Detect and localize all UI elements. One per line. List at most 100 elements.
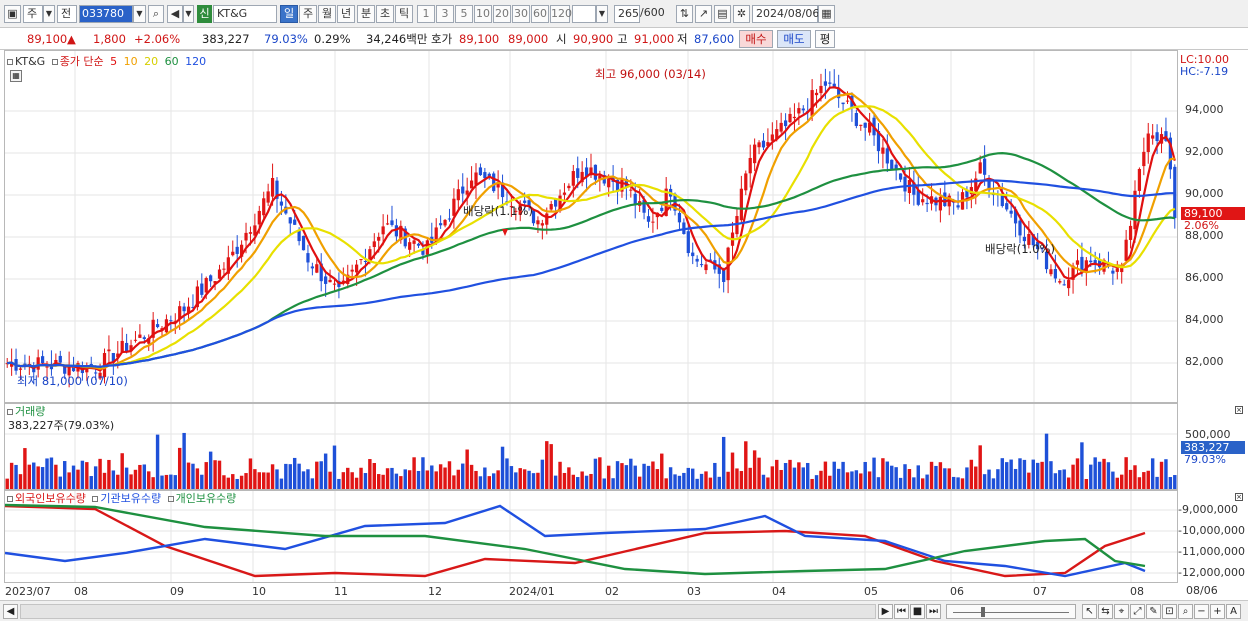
code-dropdown-icon[interactable]: ▼ <box>133 5 146 23</box>
interval-dropdown-icon[interactable]: ▼ <box>596 5 608 23</box>
stock-name: KT&G <box>217 7 248 20</box>
period-year[interactable]: 년 <box>337 5 355 23</box>
prev-button[interactable]: 전 <box>57 5 77 23</box>
scroll-right-icon[interactable]: ▶ <box>878 604 893 619</box>
stock-name-field[interactable]: KT&G <box>213 5 277 23</box>
grid-icon[interactable]: ▦ <box>10 70 22 82</box>
period-month[interactable]: 월 <box>318 5 336 23</box>
eval-button[interactable]: 평 <box>815 30 835 48</box>
price-panel[interactable]: KT&G 종가 단순 5 10 20 60 120 ▦ 최고 96,000 (0… <box>4 50 1178 403</box>
first-page-icon[interactable]: ⏮ <box>894 604 909 619</box>
volume-bar <box>974 466 978 489</box>
date-input[interactable]: 2024/08/06 <box>752 5 819 23</box>
price-y-axis[interactable]: LC:10.00 HC:-7.19 94,000 92,000 90,000 8… <box>1178 50 1248 403</box>
tool-icon[interactable]: ↖ <box>1082 604 1097 619</box>
speaker-dropdown-icon[interactable]: ▼ <box>183 5 194 23</box>
zoom-out-icon[interactable]: ⌕ <box>1178 604 1193 619</box>
period-tick[interactable]: 틱 <box>395 5 413 23</box>
gear-icon[interactable]: ✲ <box>733 5 750 23</box>
volume-bar <box>872 457 876 489</box>
zoom-slider-thumb[interactable] <box>981 607 985 617</box>
candle-body <box>894 164 898 170</box>
volume-bar <box>204 462 208 489</box>
candle-body <box>133 339 138 341</box>
tool-icon[interactable]: ⊡ <box>1162 604 1177 619</box>
volume-panel[interactable]: 거래량 383,227주(79.03%) <box>4 403 1178 490</box>
candle-body <box>213 281 217 284</box>
moving-average-line <box>7 105 1176 369</box>
candle-body <box>757 142 761 148</box>
volume-bar <box>18 474 23 489</box>
zoom-plus-icon[interactable]: + <box>1210 604 1225 619</box>
close-pane-icon[interactable]: × <box>1235 493 1243 501</box>
legend-ma-10: 10 <box>123 55 138 68</box>
scroll-track[interactable] <box>20 604 876 619</box>
save-icon[interactable]: ▤ <box>714 5 731 23</box>
candle-body <box>328 279 332 283</box>
buy-button[interactable]: 매수 <box>739 30 773 48</box>
sell-button[interactable]: 매도 <box>777 30 811 48</box>
volume-bar <box>1044 433 1049 489</box>
period-day[interactable]: 일 <box>280 5 298 23</box>
type-select[interactable]: 주 <box>23 5 43 23</box>
candle-body <box>262 198 266 216</box>
period-week[interactable]: 주 <box>299 5 317 23</box>
ask-price-1: 89,100 <box>459 32 500 46</box>
candle-body <box>1018 220 1022 236</box>
search-icon[interactable]: ⌕ <box>148 5 164 23</box>
candle-body <box>881 147 885 154</box>
candle-body <box>545 213 549 225</box>
window-icon[interactable]: ▣ <box>4 5 21 23</box>
interval-3[interactable]: 3 <box>436 5 454 23</box>
holdings-panel[interactable]: 외국인보유수량 기관보유수량 개인보유수량 <box>4 490 1178 583</box>
close-pane-icon[interactable]: × <box>1235 406 1243 414</box>
interval-30[interactable]: 30 <box>512 5 530 23</box>
volume-y-axis[interactable]: × 500,000 383,227 79.03% <box>1178 403 1248 490</box>
calendar-icon[interactable]: ▦ <box>818 5 835 23</box>
dividend-marker-icon <box>502 229 508 236</box>
zoom-minus-icon[interactable]: − <box>1194 604 1209 619</box>
font-size-icon[interactable]: A <box>1226 604 1241 619</box>
tool-icon[interactable]: ⌖ <box>1114 604 1129 619</box>
stock-code-input[interactable]: 033780 <box>79 5 133 23</box>
interval-120[interactable]: 120 <box>550 5 572 23</box>
scroll-left-icon[interactable]: ◀ <box>3 604 18 619</box>
interval-10[interactable]: 10 <box>474 5 492 23</box>
speaker-icon[interactable]: ◀ <box>167 5 183 23</box>
period-minute[interactable]: 분 <box>357 5 375 23</box>
compare-icon[interactable]: ⇅ <box>676 5 693 23</box>
interval-custom-input[interactable] <box>572 5 596 23</box>
tool-icon[interactable]: ✎ <box>1146 604 1161 619</box>
candle-body <box>443 219 447 226</box>
credit-badge: 신 <box>197 5 212 23</box>
stop-icon[interactable]: ■ <box>910 604 925 619</box>
volume-bar <box>244 473 248 489</box>
volume-bar <box>288 464 292 489</box>
volume-bar <box>637 476 642 489</box>
zoom-slider[interactable] <box>946 604 1076 619</box>
count-input[interactable]: 265 <box>614 5 640 23</box>
volume-bar <box>1115 477 1120 489</box>
interval-20[interactable]: 20 <box>493 5 511 23</box>
candle-body <box>71 364 76 372</box>
legend-box-icon <box>7 59 13 65</box>
period-second[interactable]: 초 <box>376 5 394 23</box>
candle-body <box>562 192 567 195</box>
last-page-icon[interactable]: ⏭ <box>926 604 941 619</box>
volume-bar <box>346 467 350 489</box>
tool-icon[interactable]: ⇆ <box>1098 604 1113 619</box>
y-tick: 82,000 <box>1185 355 1224 368</box>
candle-body <box>797 108 801 114</box>
holdings-y-axis[interactable]: × -9,000,000 -10,000,000 -11,000,000 -12… <box>1178 490 1248 583</box>
tool-icon[interactable]: ⤢ <box>1130 604 1145 619</box>
volume-bar <box>845 472 850 489</box>
trend-icon[interactable]: ↗ <box>695 5 712 23</box>
type-dropdown-icon[interactable]: ▼ <box>43 5 55 23</box>
interval-60[interactable]: 60 <box>531 5 549 23</box>
interval-1[interactable]: 1 <box>417 5 435 23</box>
volume-bar <box>456 469 461 489</box>
interval-5[interactable]: 5 <box>455 5 473 23</box>
lc-label: LC:10.00 <box>1180 53 1230 66</box>
candle-body <box>779 122 783 132</box>
volume-bar <box>775 459 779 489</box>
